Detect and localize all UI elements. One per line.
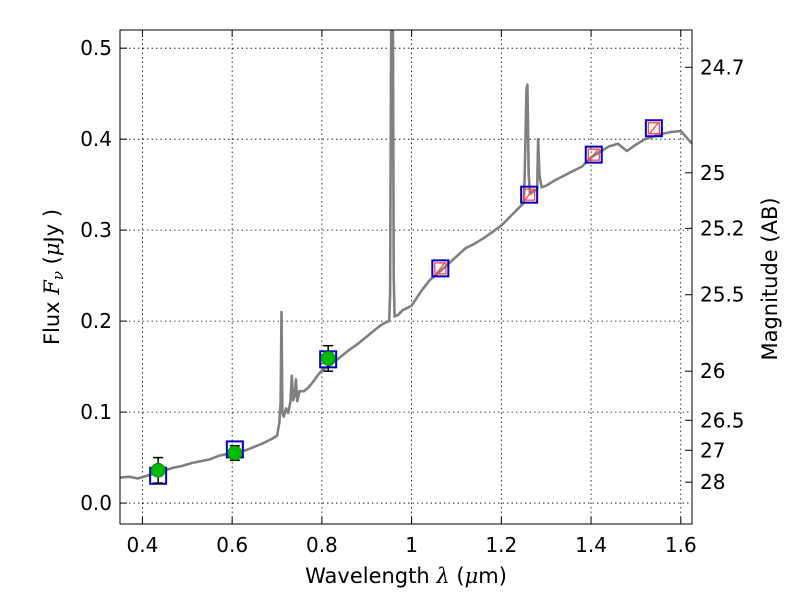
model-photometry-box [584,145,603,164]
mag-tick-label: 28 [700,470,725,494]
model-photometry-box [644,119,663,138]
grid-lines [120,30,692,524]
x-tick-label: 0.8 [306,533,338,557]
x-tick-label: 1 [405,533,418,557]
y-tick-label: 0.1 [80,400,112,424]
upper-limit-marker [587,148,600,161]
x-tick-label: 0.6 [216,533,248,557]
mag-tick-label: 25.5 [700,283,745,307]
mag-tick-label: 24.7 [700,55,745,79]
model-photometry-box [431,259,450,278]
x-tick-label: 0.4 [127,533,159,557]
model-photometry-box [520,185,539,204]
mag-tick-label: 25 [700,161,725,185]
upper-limit-marker [522,188,536,201]
y-tick-label: 0.4 [80,127,112,151]
x-tick-label: 1.6 [665,533,697,557]
mag-tick-label: 27 [700,438,725,462]
y-tick-label: 0.2 [80,309,112,333]
upper-limit-marker [434,262,447,275]
spectrum-series [120,30,692,480]
mag-tick-label: 25.2 [700,216,745,240]
plot-frame [119,29,693,525]
mag-tick-label: 26 [700,359,725,383]
y2-axis-label: Magnitude (AB) [758,197,782,360]
upper-limit-slash [589,149,599,161]
y-tick-label: 0.5 [80,36,112,60]
mag-tick-label: 26.5 [700,408,745,432]
x-tick-label: 1.4 [575,533,607,557]
upper-limit-slash [435,262,445,274]
axis-ticks: 0.4 0.6 0.8 1 1.2 1.4 1.6 0.0 0.1 0.2 0.3 0.4 0.5 24.… [80,30,745,557]
x-axis-label: Wavelength λ (μm) [305,564,507,588]
spectrum-line [120,30,692,480]
y-axis-label: Flux Fν (μJy ) [40,209,67,345]
y-tick-label: 0.3 [80,218,112,242]
x-tick-label: 1.2 [485,533,517,557]
observed-point [227,445,243,461]
observed-point [320,351,336,366]
photometry-points [149,119,663,485]
upper-limit-slash [524,189,534,201]
y-tick-label: 0.0 [80,491,112,515]
upper-limit-marker [647,122,661,135]
upper-limit-slash [649,122,659,134]
observed-point [150,462,166,478]
